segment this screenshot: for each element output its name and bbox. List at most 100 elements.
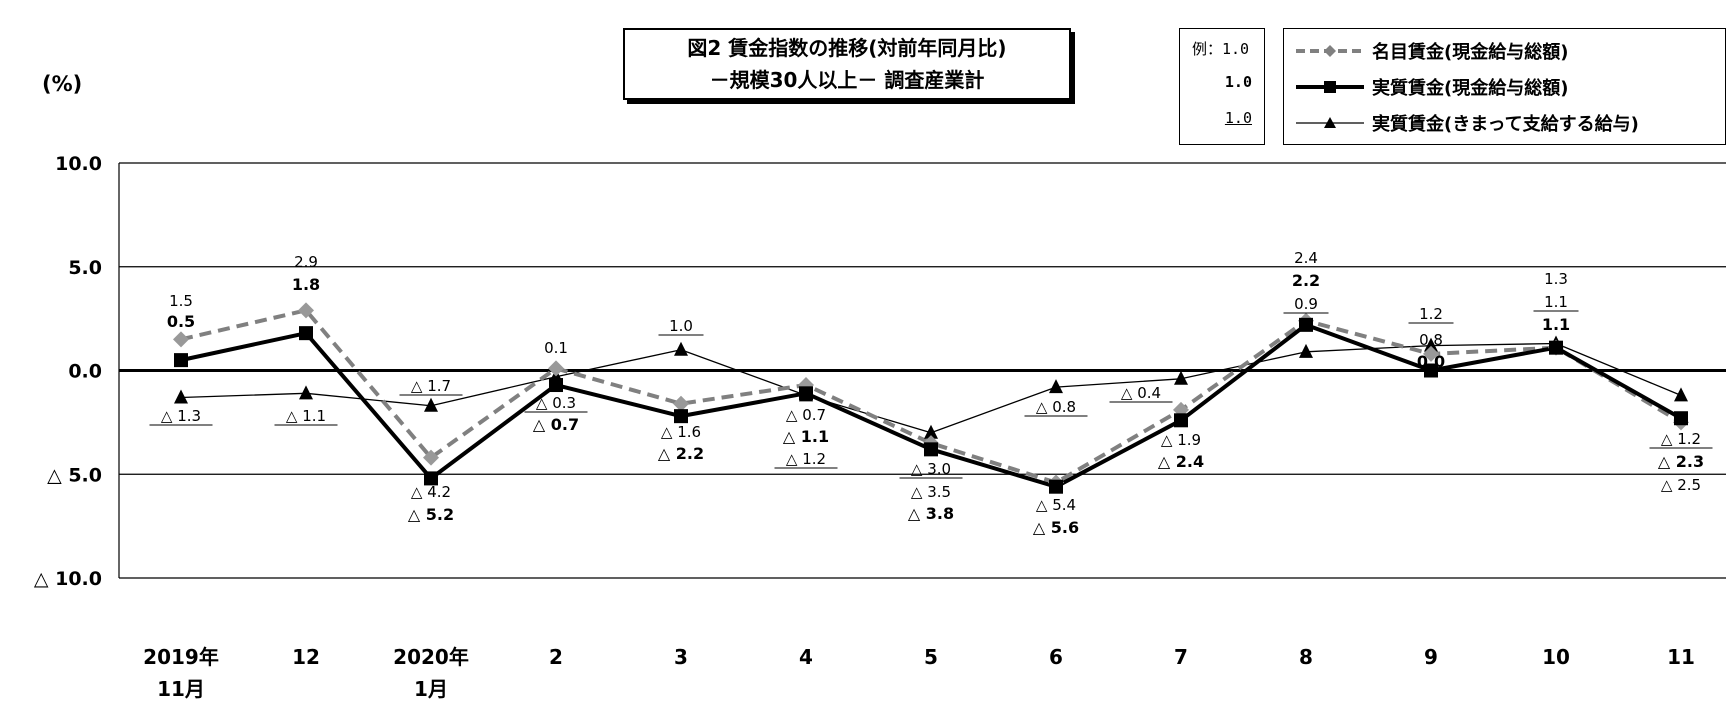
data-label: △ 1.1 (286, 407, 326, 425)
example-underline-label: 1.0 (1224, 109, 1252, 127)
data-point-square (674, 409, 688, 424)
legend-dashed-diamond-marker (1296, 45, 1364, 57)
data-label: △ 1.2 (1661, 430, 1701, 448)
data-label: △ 3.5 (911, 483, 951, 501)
data-point-triangle (1049, 379, 1063, 394)
data-label: △ 1.2 (786, 450, 826, 468)
data-label: △ 5.2 (408, 505, 454, 524)
data-label: △ 5.4 (1036, 496, 1076, 514)
data-point-square (924, 442, 938, 457)
legend: 名目賃金(現金給与総額) 実質賃金(現金給与総額) 実質賃金(きまって支給する給… (1283, 28, 1726, 145)
data-point-triangle (299, 385, 313, 400)
legend-label-real-regular: 実質賃金(きまって支給する給与) (1372, 114, 1639, 135)
data-label: △ 1.6 (661, 423, 701, 441)
x-tick-label: 11 (1667, 645, 1695, 669)
x-tick-label: 10 (1542, 645, 1570, 669)
data-label: 0.8 (1419, 331, 1443, 349)
x-tick-label: 4 (799, 645, 813, 669)
x-tick-label: 6 (1049, 645, 1063, 669)
data-point-diamond (548, 360, 564, 377)
data-point-square (1049, 479, 1063, 494)
legend-item-real-total: 実質賃金(現金給与総額) (1294, 72, 1568, 102)
data-label: 2.9 (294, 253, 318, 271)
label-style-example: 例：1.0 1.0 1.0 (1179, 28, 1265, 145)
data-point-triangle (174, 389, 188, 404)
data-point-square (1299, 317, 1313, 332)
data-label: 1.2 (1419, 305, 1443, 323)
data-label: △ 3.8 (908, 504, 954, 523)
x-tick-label: 7 (1174, 645, 1188, 669)
x-tick-label: 2019年 (143, 645, 219, 669)
data-label: 1.3 (1544, 270, 1568, 288)
data-label: 2.2 (1292, 271, 1320, 290)
legend-thick-square-marker (1296, 81, 1364, 93)
data-point-diamond (423, 449, 439, 466)
data-point-square (174, 353, 188, 368)
data-label: 1.5 (169, 292, 193, 310)
data-point-diamond (673, 395, 689, 412)
x-tick-label: 3 (674, 645, 688, 669)
data-label: △ 0.4 (1121, 384, 1161, 402)
legend-label-real-total: 実質賃金(現金給与総額) (1372, 78, 1569, 99)
x-tick-label: 1月 (414, 677, 448, 701)
data-point-square (1424, 363, 1438, 378)
data-label: 1.8 (292, 275, 320, 294)
example-normal-label: 例：1.0 (1192, 40, 1250, 58)
series-line-2 (180, 342, 1682, 434)
y-axis-unit: (%) (42, 72, 83, 96)
data-label: △ 0.3 (536, 394, 576, 412)
chart-title-line2: －規模30人以上－ 調査産業計 (709, 68, 985, 92)
y-tick-label: 5.0 (68, 257, 102, 279)
legend-item-nominal: 名目賃金(現金給与総額) (1294, 36, 1568, 66)
data-label: 1.0 (669, 317, 693, 335)
legend-thin-triangle-marker (1296, 117, 1364, 128)
chart-title: 図2 賃金指数の推移(対前年同月比) －規模30人以上－ 調査産業計 (623, 28, 1071, 100)
series-line-0 (180, 308, 1683, 485)
data-point-triangle (674, 341, 688, 356)
data-label: △ 1.3 (161, 407, 201, 425)
data-point-square (1674, 411, 1688, 426)
data-label: △ 0.8 (1036, 398, 1076, 416)
data-label: △ 1.7 (411, 377, 451, 395)
data-label: 1.1 (1544, 293, 1568, 311)
data-label: △ 2.3 (1658, 452, 1704, 471)
data-point-triangle (1674, 387, 1688, 402)
y-tick-label: 0.0 (68, 361, 102, 383)
data-point-triangle (1424, 337, 1438, 352)
data-point-square (1174, 413, 1188, 428)
x-tick-label: 8 (1299, 645, 1313, 669)
data-label: △ 2.2 (658, 444, 704, 463)
data-label: △ 5.6 (1033, 518, 1079, 537)
x-tick-label: 11月 (157, 677, 205, 701)
data-label: △ 0.7 (786, 406, 826, 424)
y-tick-label: 10.0 (55, 153, 102, 175)
x-tick-label: 2020年 (393, 645, 469, 669)
data-label: △ 0.7 (533, 415, 579, 434)
data-point-square (424, 471, 438, 486)
data-label: △ 2.4 (1158, 452, 1204, 471)
y-tick-label: △ 5.0 (47, 464, 102, 486)
chart-title-line1: 図2 賃金指数の推移(対前年同月比) (687, 36, 1007, 60)
data-label: △ 2.5 (1661, 476, 1701, 494)
legend-label-nominal: 名目賃金(現金給与総額) (1372, 42, 1569, 63)
legend-item-real-regular: 実質賃金(きまって支給する給与) (1294, 108, 1639, 138)
y-tick-label: △ 10.0 (34, 568, 102, 590)
x-tick-label: 12 (292, 645, 320, 669)
x-tick-label: 5 (924, 645, 938, 669)
data-point-square (1549, 340, 1563, 355)
data-point-triangle (1174, 370, 1188, 385)
data-label: △ 4.2 (411, 483, 451, 501)
x-tick-label: 2 (549, 645, 563, 669)
data-point-triangle (424, 397, 438, 412)
data-point-square (299, 326, 313, 341)
data-point-square (549, 378, 563, 393)
data-point-triangle (1299, 343, 1313, 358)
data-point-diamond (173, 331, 189, 348)
data-label: 0.0 (1417, 352, 1445, 371)
data-point-triangle (924, 424, 938, 439)
data-label: △ 3.0 (911, 460, 951, 478)
data-label: △ 1.1 (783, 427, 829, 446)
data-label: 0.5 (167, 312, 195, 331)
x-tick-label: 9 (1424, 645, 1438, 669)
